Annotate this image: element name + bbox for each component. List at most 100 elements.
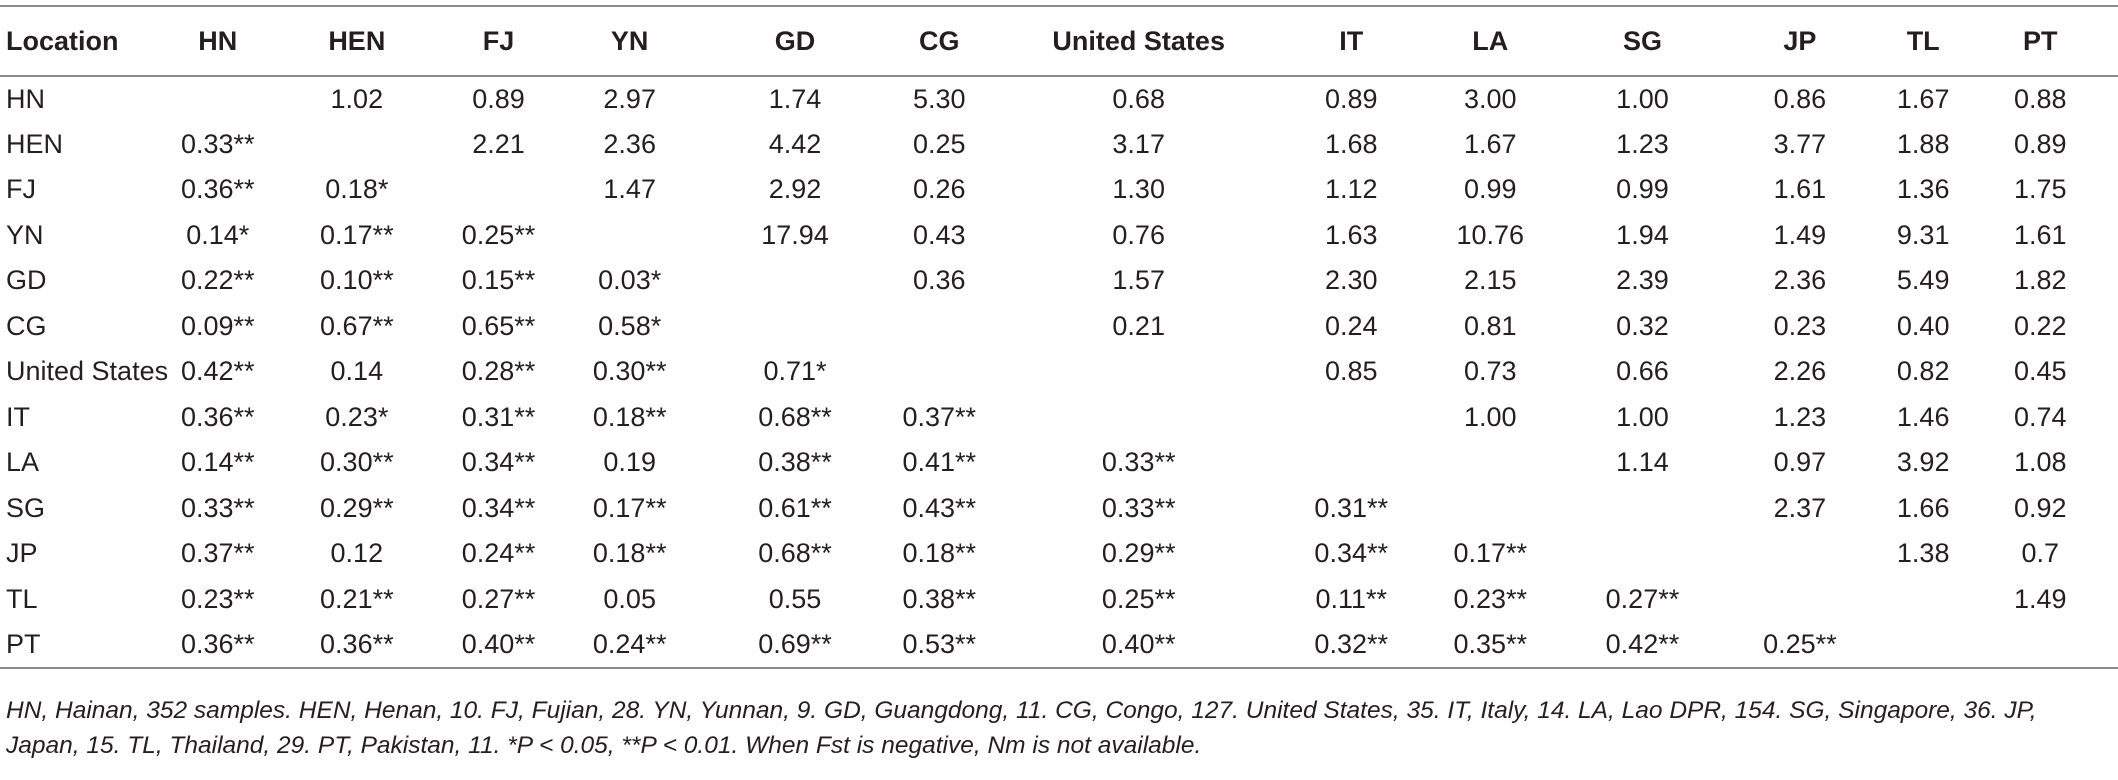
table-row: JP 0.37** 0.12 0.24** 0.18** 0.68** 0.18** 0.29…: [0, 531, 2118, 577]
table-cell: 1.68: [1324, 128, 1378, 159]
table-cell: 0.36**: [180, 174, 255, 205]
table-cell: 0.30**: [592, 356, 667, 387]
table-row: TL 0.23** 0.21** 0.27** 0.05 0.55 0.38** 0.25**…: [0, 577, 2118, 623]
table-cell: 0.89: [472, 83, 525, 114]
table-body: HN 1.02 0.89 2.97 1.74 5.30 0.68 0.89 3.00 1.00 0.…: [0, 76, 2118, 669]
table-cell: 0.14**: [180, 447, 255, 478]
table-cell: 0.30**: [320, 447, 394, 478]
table-cell: 3.92: [1896, 447, 1950, 478]
table-cell: 0.42**: [1568, 622, 1716, 669]
table-cell: 3.17: [1112, 128, 1165, 159]
table-cell: [1716, 577, 1884, 623]
table-cell: 0.21**: [320, 583, 394, 614]
row-label: IT: [6, 401, 30, 432]
table-cell: 1.75: [2013, 174, 2067, 205]
table-cell: 0.68: [1112, 83, 1165, 114]
table-cell: 3.00: [1463, 83, 1517, 114]
table-cell: 0.65**: [461, 310, 536, 341]
table-row: United States 0.42** 0.14 0.28** 0.30** 0.71*…: [0, 349, 2118, 395]
table-cell: 0.40**: [435, 622, 562, 669]
table-cell: 1.47: [603, 174, 656, 205]
table-cell: 0.40**: [986, 622, 1291, 669]
table-cell: [987, 395, 1291, 441]
table-cell: 0.17**: [592, 492, 667, 523]
column-header: JP: [1715, 5, 1884, 77]
table-cell: 0.41**: [902, 447, 977, 478]
table-cell: 0.89: [1324, 83, 1378, 114]
table-cell: 0.36**: [278, 622, 436, 669]
table-cell: 0.32**: [1290, 622, 1412, 669]
table-row: CG 0.09** 0.67** 0.65** 0.58* 0.21 0.24 0.81 0.3…: [0, 304, 2118, 350]
row-label: FJ: [6, 174, 36, 205]
table-cell: 0.82: [1896, 356, 1950, 387]
table-cell: 1.30: [1112, 174, 1165, 205]
table-cell: 0.03*: [598, 265, 662, 296]
table-cell: 0.40: [1896, 310, 1950, 341]
table-cell: 0.25**: [461, 219, 536, 250]
table-cell: 0.43**: [902, 492, 977, 523]
column-header: PT: [1962, 5, 2118, 77]
table-cell: 0.05: [603, 583, 656, 614]
table-cell: 0.18**: [902, 538, 977, 569]
table-cell: 0.22**: [180, 265, 255, 296]
table-cell: 0.61**: [758, 492, 832, 523]
table-cell: 1.08: [2013, 447, 2067, 478]
table-cell: [698, 258, 892, 304]
table-cell: 0.25: [913, 128, 966, 159]
row-label: HN: [6, 83, 45, 114]
table-cell: 0.24**: [461, 538, 536, 569]
table-cell: 0.10**: [320, 265, 394, 296]
table-cell: 0.12: [330, 538, 384, 569]
table-cell: 1.14: [1616, 447, 1669, 478]
table-cell: 0.35**: [1411, 622, 1569, 669]
table-cell: 0.71*: [763, 356, 827, 387]
table-cell: 0.33**: [180, 492, 255, 523]
table-cell: 0.31**: [461, 401, 536, 432]
table-cell: 0.74: [2013, 401, 2067, 432]
table-cell: [1884, 577, 1963, 623]
column-header: United States: [986, 5, 1291, 77]
table-cell: 0.37**: [902, 401, 977, 432]
fst-nm-table: Location HN HEN FJ YN GD CG United States IT LA SG…: [0, 5, 2118, 669]
table-row: PT 0.36** 0.36** 0.40** 0.24** 0.69** 0.53** 0.…: [0, 622, 2118, 669]
table-footnote: HN, Hainan, 352 samples. HEN, Henan, 10.…: [6, 697, 2037, 759]
row-label: LA: [6, 447, 40, 478]
table-row: HN 1.02 0.89 2.97 1.74 5.30 0.68 0.89 3.00 1.00 0.…: [0, 76, 2118, 122]
column-header: TL: [1883, 5, 1963, 77]
table-cell: 10.76: [1456, 219, 1525, 250]
table-cell: 0.88: [2013, 83, 2067, 114]
table-cell: 0.34**: [1314, 538, 1388, 569]
table-cell: 0.55: [768, 583, 822, 614]
table-cell: 0.67**: [320, 310, 394, 341]
table-cell: 1.00: [1463, 401, 1517, 432]
table-cell: 0.34**: [461, 492, 536, 523]
table-cell: 0.86: [1773, 83, 1827, 114]
table-cell: 0.68**: [758, 538, 832, 569]
table-cell: 0.24: [1324, 310, 1378, 341]
table-cell: 0.21: [1112, 310, 1165, 341]
table-cell: 0.11**: [1315, 583, 1387, 614]
table-cell: 0.92: [2013, 492, 2067, 523]
table-cell: 0.32: [1616, 310, 1669, 341]
table-cell: 0.36**: [157, 622, 279, 669]
table-cell: 1.61: [1773, 174, 1827, 205]
table-cell: 0.31**: [1314, 492, 1388, 523]
table-cell: 1.02: [330, 83, 384, 114]
table-cell: 1.23: [1616, 128, 1669, 159]
table-cell: 2.15: [1463, 265, 1517, 296]
table-cell: 0.58*: [598, 310, 662, 341]
table-cell: 0.25**: [1101, 583, 1176, 614]
table-cell: 4.42: [768, 128, 822, 159]
table-cell: 0.69**: [697, 622, 893, 669]
table-cell: 0.37**: [180, 538, 255, 569]
table-cell: 1.74: [768, 83, 822, 114]
table-cell: 1.49: [1773, 219, 1827, 250]
table-cell: 2.36: [1773, 265, 1827, 296]
table-cell: 0.14: [330, 356, 384, 387]
row-label: TL: [6, 583, 38, 614]
table-cell: 0.85: [1324, 356, 1378, 387]
table-cell: 0.14*: [186, 219, 250, 250]
row-label: SG: [6, 492, 46, 523]
table-cell: 2.21: [472, 128, 525, 159]
column-header: HN: [157, 5, 279, 77]
